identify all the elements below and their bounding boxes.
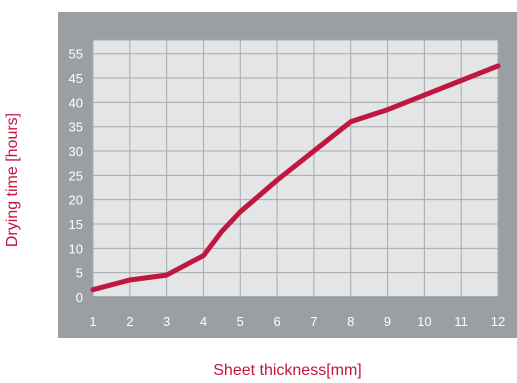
x-tick-label: 9 — [384, 314, 391, 329]
x-tick-label: 5 — [237, 314, 244, 329]
x-tick-label: 4 — [200, 314, 207, 329]
grid — [92, 39, 499, 298]
x-tick-label: 8 — [347, 314, 354, 329]
x-tick-label: 12 — [491, 314, 505, 329]
series-lines — [90, 63, 501, 293]
y-axis-label-text: Drying time [hours] — [4, 112, 21, 248]
x-tick-labels: 1 2 3 4 5 6 7 8 9 10 11 12 — [89, 314, 505, 329]
x-tick-label: 7 — [310, 314, 317, 329]
y-axis-label: Drying time [hours] — [3, 113, 23, 247]
x-axis-label: Sheet thickness[mm] — [213, 362, 362, 379]
y-tick-label: 35 — [69, 120, 83, 135]
y-tick-label: 40 — [69, 95, 83, 110]
y-tick-label: 5 — [76, 266, 83, 281]
x-tick-label: 2 — [126, 314, 133, 329]
y-tick-label: 55 — [69, 47, 83, 62]
series-line — [90, 63, 501, 293]
x-tick-label: 10 — [417, 314, 431, 329]
y-tick-label: 20 — [69, 193, 83, 208]
y-tick-label: 0 — [76, 290, 83, 305]
y-tick-label: 30 — [69, 144, 83, 159]
x-tick-label: 3 — [163, 314, 170, 329]
x-tick-label: 11 — [454, 314, 468, 329]
x-tick-label: 6 — [273, 314, 280, 329]
y-tick-label: 45 — [69, 71, 83, 86]
y-tick-labels: 0 5 10 15 20 25 30 35 40 45 55 — [69, 47, 83, 305]
x-tick-label: 1 — [89, 314, 96, 329]
y-tick-label: 15 — [69, 217, 83, 232]
y-tick-label: 25 — [69, 168, 83, 183]
y-tick-label: 10 — [69, 241, 83, 256]
